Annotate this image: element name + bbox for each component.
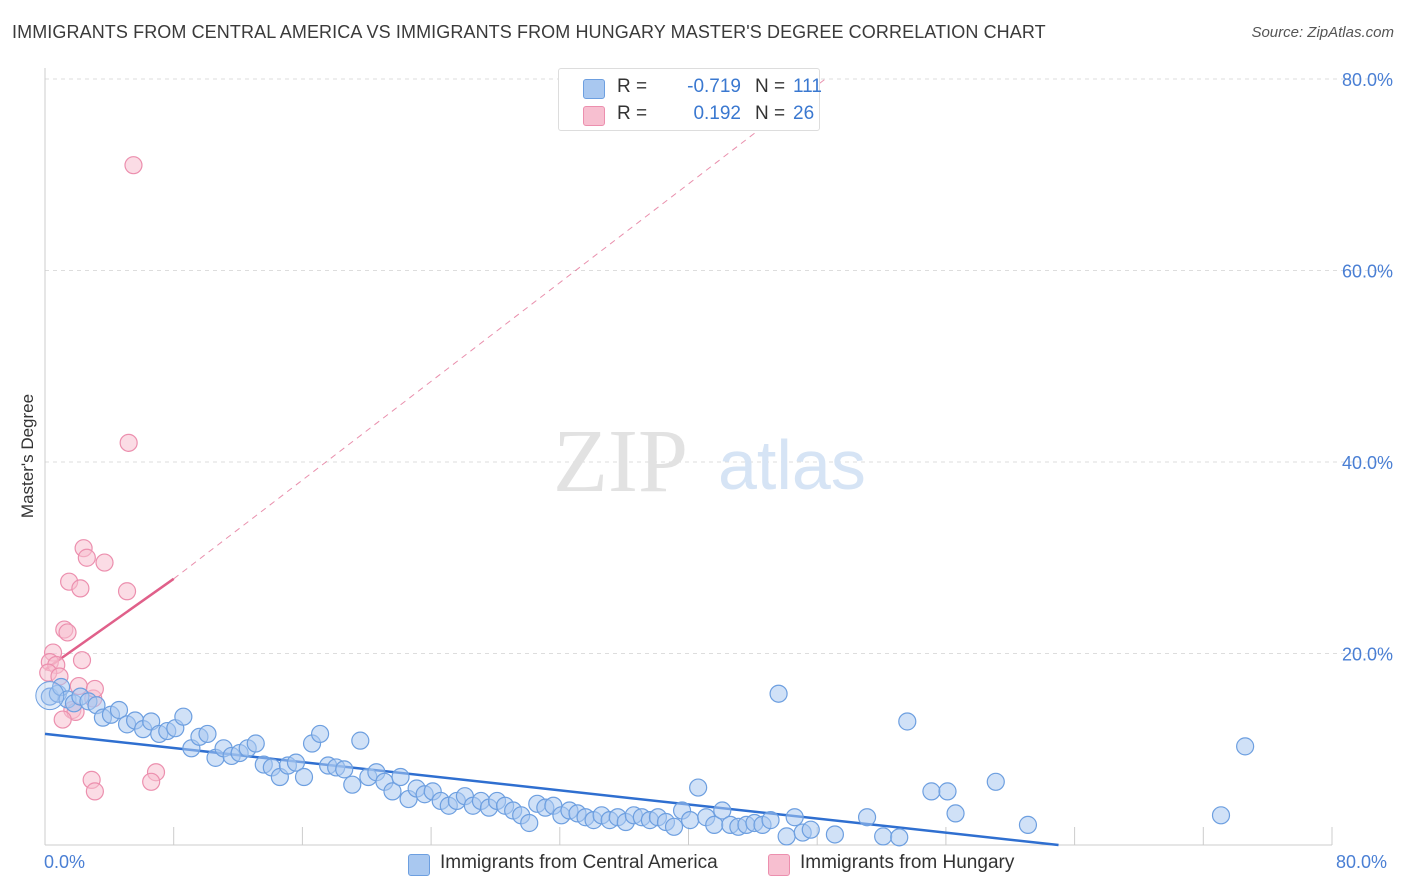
legend-n-label: N = — [755, 76, 786, 97]
data-point-central-america — [769, 684, 788, 703]
data-point-hungary — [142, 772, 161, 791]
data-point-central-america — [109, 700, 129, 720]
data-point-hungary — [85, 782, 104, 801]
legend-n-value: 26 — [793, 103, 815, 124]
legend-r-label: R = — [617, 76, 648, 97]
data-point-central-america — [286, 753, 306, 772]
x-tick-label-min: 0.0% — [44, 852, 86, 872]
bottom-legend-label: Immigrants from Central America — [440, 852, 718, 873]
data-point-central-america — [825, 825, 844, 844]
data-point-central-america — [1018, 815, 1038, 834]
data-point-central-america — [777, 827, 796, 846]
y-tick-label: 60.0% — [1342, 262, 1393, 282]
data-point-hungary — [124, 156, 143, 175]
data-point-central-america — [198, 724, 217, 744]
legend-swatch-pink — [583, 106, 605, 126]
data-point-hungary — [77, 548, 96, 567]
bottom-legend-swatch-pink — [768, 854, 790, 876]
data-point-hungary — [95, 553, 114, 572]
x-tick-label-max: 80.0% — [1336, 852, 1388, 872]
y-tick-label: 20.0% — [1342, 645, 1393, 665]
data-point-central-america — [1211, 806, 1231, 825]
y-tick-label: 40.0% — [1342, 453, 1393, 473]
bottom-legend-swatch-blue — [408, 854, 430, 876]
data-point-hungary — [71, 579, 90, 598]
data-point-central-america — [310, 724, 330, 744]
data-point-central-america — [689, 778, 708, 797]
data-point-central-america — [713, 801, 732, 820]
data-point-central-america — [383, 782, 402, 801]
legend-n-label: N = — [755, 103, 786, 124]
data-point-central-america — [986, 772, 1005, 791]
legend-r-label: R = — [617, 103, 648, 124]
series-central-america-points — [35, 677, 1255, 847]
data-point-hungary — [119, 433, 138, 452]
legend-r-value: -0.719 — [687, 76, 741, 97]
data-point-central-america — [520, 813, 539, 833]
data-point-central-america — [874, 827, 893, 846]
gridlines — [45, 78, 1392, 654]
data-point-hungary — [58, 623, 77, 642]
source-label: Source: ZipAtlas.com — [1251, 24, 1394, 41]
data-point-central-america — [664, 817, 684, 836]
data-point-central-america — [785, 808, 804, 827]
data-point-central-america — [294, 767, 314, 787]
data-point-hungary — [117, 582, 137, 601]
watermark-zip: ZIP — [553, 412, 688, 511]
data-point-central-america — [246, 734, 265, 753]
watermark-atlas: atlas — [718, 426, 866, 504]
data-point-central-america — [922, 782, 941, 801]
correlation-legend: R = -0.719 N = 111 R = 0.192 N = 26 — [558, 68, 822, 131]
legend-r-value: 0.192 — [693, 103, 741, 124]
watermark: ZIP atlas — [553, 412, 866, 511]
data-point-central-america — [890, 828, 909, 847]
data-point-central-america — [1236, 737, 1255, 756]
axes — [44, 68, 1333, 846]
data-point-central-america — [898, 712, 917, 731]
data-point-central-america — [761, 811, 780, 830]
data-point-hungary — [72, 651, 92, 670]
data-point-central-america — [938, 782, 957, 801]
y-tick-labels: 20.0% 40.0% 60.0% 80.0% — [1342, 70, 1393, 665]
y-axis-label: Master's Degree — [18, 394, 37, 518]
trend-line-hungary — [44, 577, 175, 671]
data-point-central-america — [801, 820, 820, 839]
data-point-central-america — [351, 731, 370, 750]
data-point-central-america — [857, 808, 877, 827]
data-point-central-america — [335, 760, 354, 779]
trend-line-hungary-extension — [173, 78, 826, 580]
data-point-central-america — [681, 811, 700, 830]
data-point-central-america — [174, 707, 193, 726]
legend-n-value: 111 — [793, 76, 822, 97]
legend-swatch-blue — [583, 79, 605, 99]
data-point-central-america — [343, 775, 362, 794]
data-point-central-america — [946, 804, 965, 823]
data-point-central-america — [391, 767, 410, 787]
chart-title: IMMIGRANTS FROM CENTRAL AMERICA VS IMMIG… — [12, 22, 1046, 42]
data-point-hungary — [53, 710, 72, 729]
bottom-legend-label: Immigrants from Hungary — [800, 852, 1015, 873]
data-point-central-america — [35, 681, 65, 711]
y-tick-label: 80.0% — [1342, 70, 1393, 90]
